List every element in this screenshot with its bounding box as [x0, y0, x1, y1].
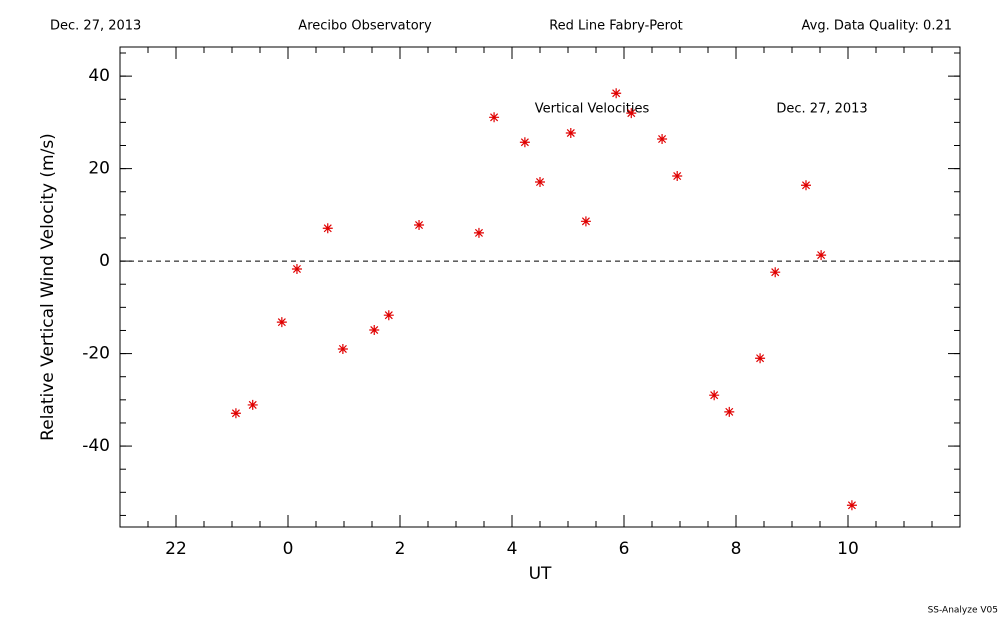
x-tick-label: 6	[619, 539, 630, 559]
header-quality: Avg. Data Quality: 0.21	[802, 19, 952, 34]
data-point	[801, 180, 811, 191]
data-point	[816, 250, 827, 261]
x-tick-label: 8	[731, 539, 742, 559]
data-point	[846, 500, 857, 511]
data-point	[519, 137, 530, 148]
data-point	[724, 406, 735, 417]
data-point	[383, 310, 394, 321]
data-point	[672, 171, 683, 182]
y-tick-label: -40	[82, 436, 110, 456]
y-tick-label: 40	[88, 66, 110, 86]
data-point	[770, 267, 781, 278]
y-tick-label: 20	[88, 159, 110, 179]
data-point	[230, 408, 241, 419]
header-date: Dec. 27, 2013	[50, 19, 141, 34]
y-tick-label: 0	[99, 251, 110, 271]
data-point	[337, 343, 348, 354]
x-tick-label: 0	[283, 539, 294, 559]
annotation: Vertical Velocities	[535, 102, 650, 117]
header-instrument: Red Line Fabry-Perot	[549, 19, 683, 34]
data-point	[291, 263, 302, 274]
x-tick-label: 2	[395, 539, 406, 559]
x-tick-label: 10	[837, 539, 859, 559]
x-tick-label: 22	[165, 539, 187, 559]
data-point	[489, 112, 500, 123]
x-axis-label: UT	[529, 564, 552, 584]
y-axis-label: Relative Vertical Wind Velocity (m/s)	[38, 133, 58, 441]
data-point	[580, 216, 591, 227]
data-point	[626, 108, 637, 119]
data-point	[611, 88, 622, 99]
header-site: Arecibo Observatory	[298, 19, 432, 34]
data-point	[322, 223, 333, 234]
data-point	[414, 220, 425, 231]
data-point	[276, 317, 287, 328]
data-point	[247, 399, 258, 410]
y-tick-label: -20	[82, 344, 110, 364]
footer: SS-Analyze V05	[928, 606, 998, 616]
x-tick-label: 4	[507, 539, 518, 559]
data-point	[473, 227, 484, 238]
data-point	[565, 128, 576, 139]
data-point	[369, 325, 380, 336]
data-point	[709, 390, 720, 401]
annotation: Dec. 27, 2013	[776, 102, 867, 117]
data-point	[535, 177, 545, 188]
data-point	[755, 353, 766, 364]
data-point	[657, 134, 668, 145]
